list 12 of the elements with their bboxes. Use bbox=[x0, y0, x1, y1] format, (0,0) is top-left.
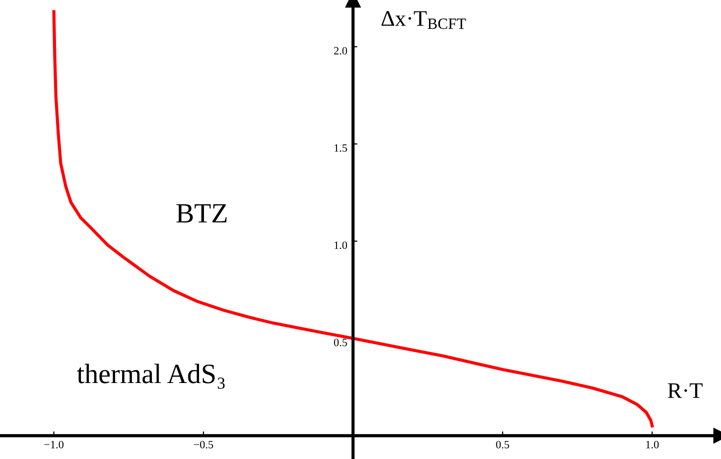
annotation: BTZ bbox=[176, 204, 227, 222]
x-tick-label: −0.5 bbox=[194, 440, 214, 448]
y-tick-label: 1.0 bbox=[334, 241, 348, 250]
y-tick-label: 0.5 bbox=[334, 338, 348, 346]
x-tick-label: 0.5 bbox=[496, 440, 510, 448]
y-axis-title: Δx·T$_{BCFT}$ bbox=[382, 11, 466, 29]
y-tick-label: 1.5 bbox=[334, 144, 348, 152]
annotation: thermal AdS₃ bbox=[77, 364, 225, 389]
x-axis-title: R·T bbox=[668, 383, 703, 398]
x-tick-label: 1.0 bbox=[646, 440, 659, 448]
x-tick-label: −1.0 bbox=[44, 440, 64, 448]
y-tick-label: 2.0 bbox=[334, 47, 348, 55]
